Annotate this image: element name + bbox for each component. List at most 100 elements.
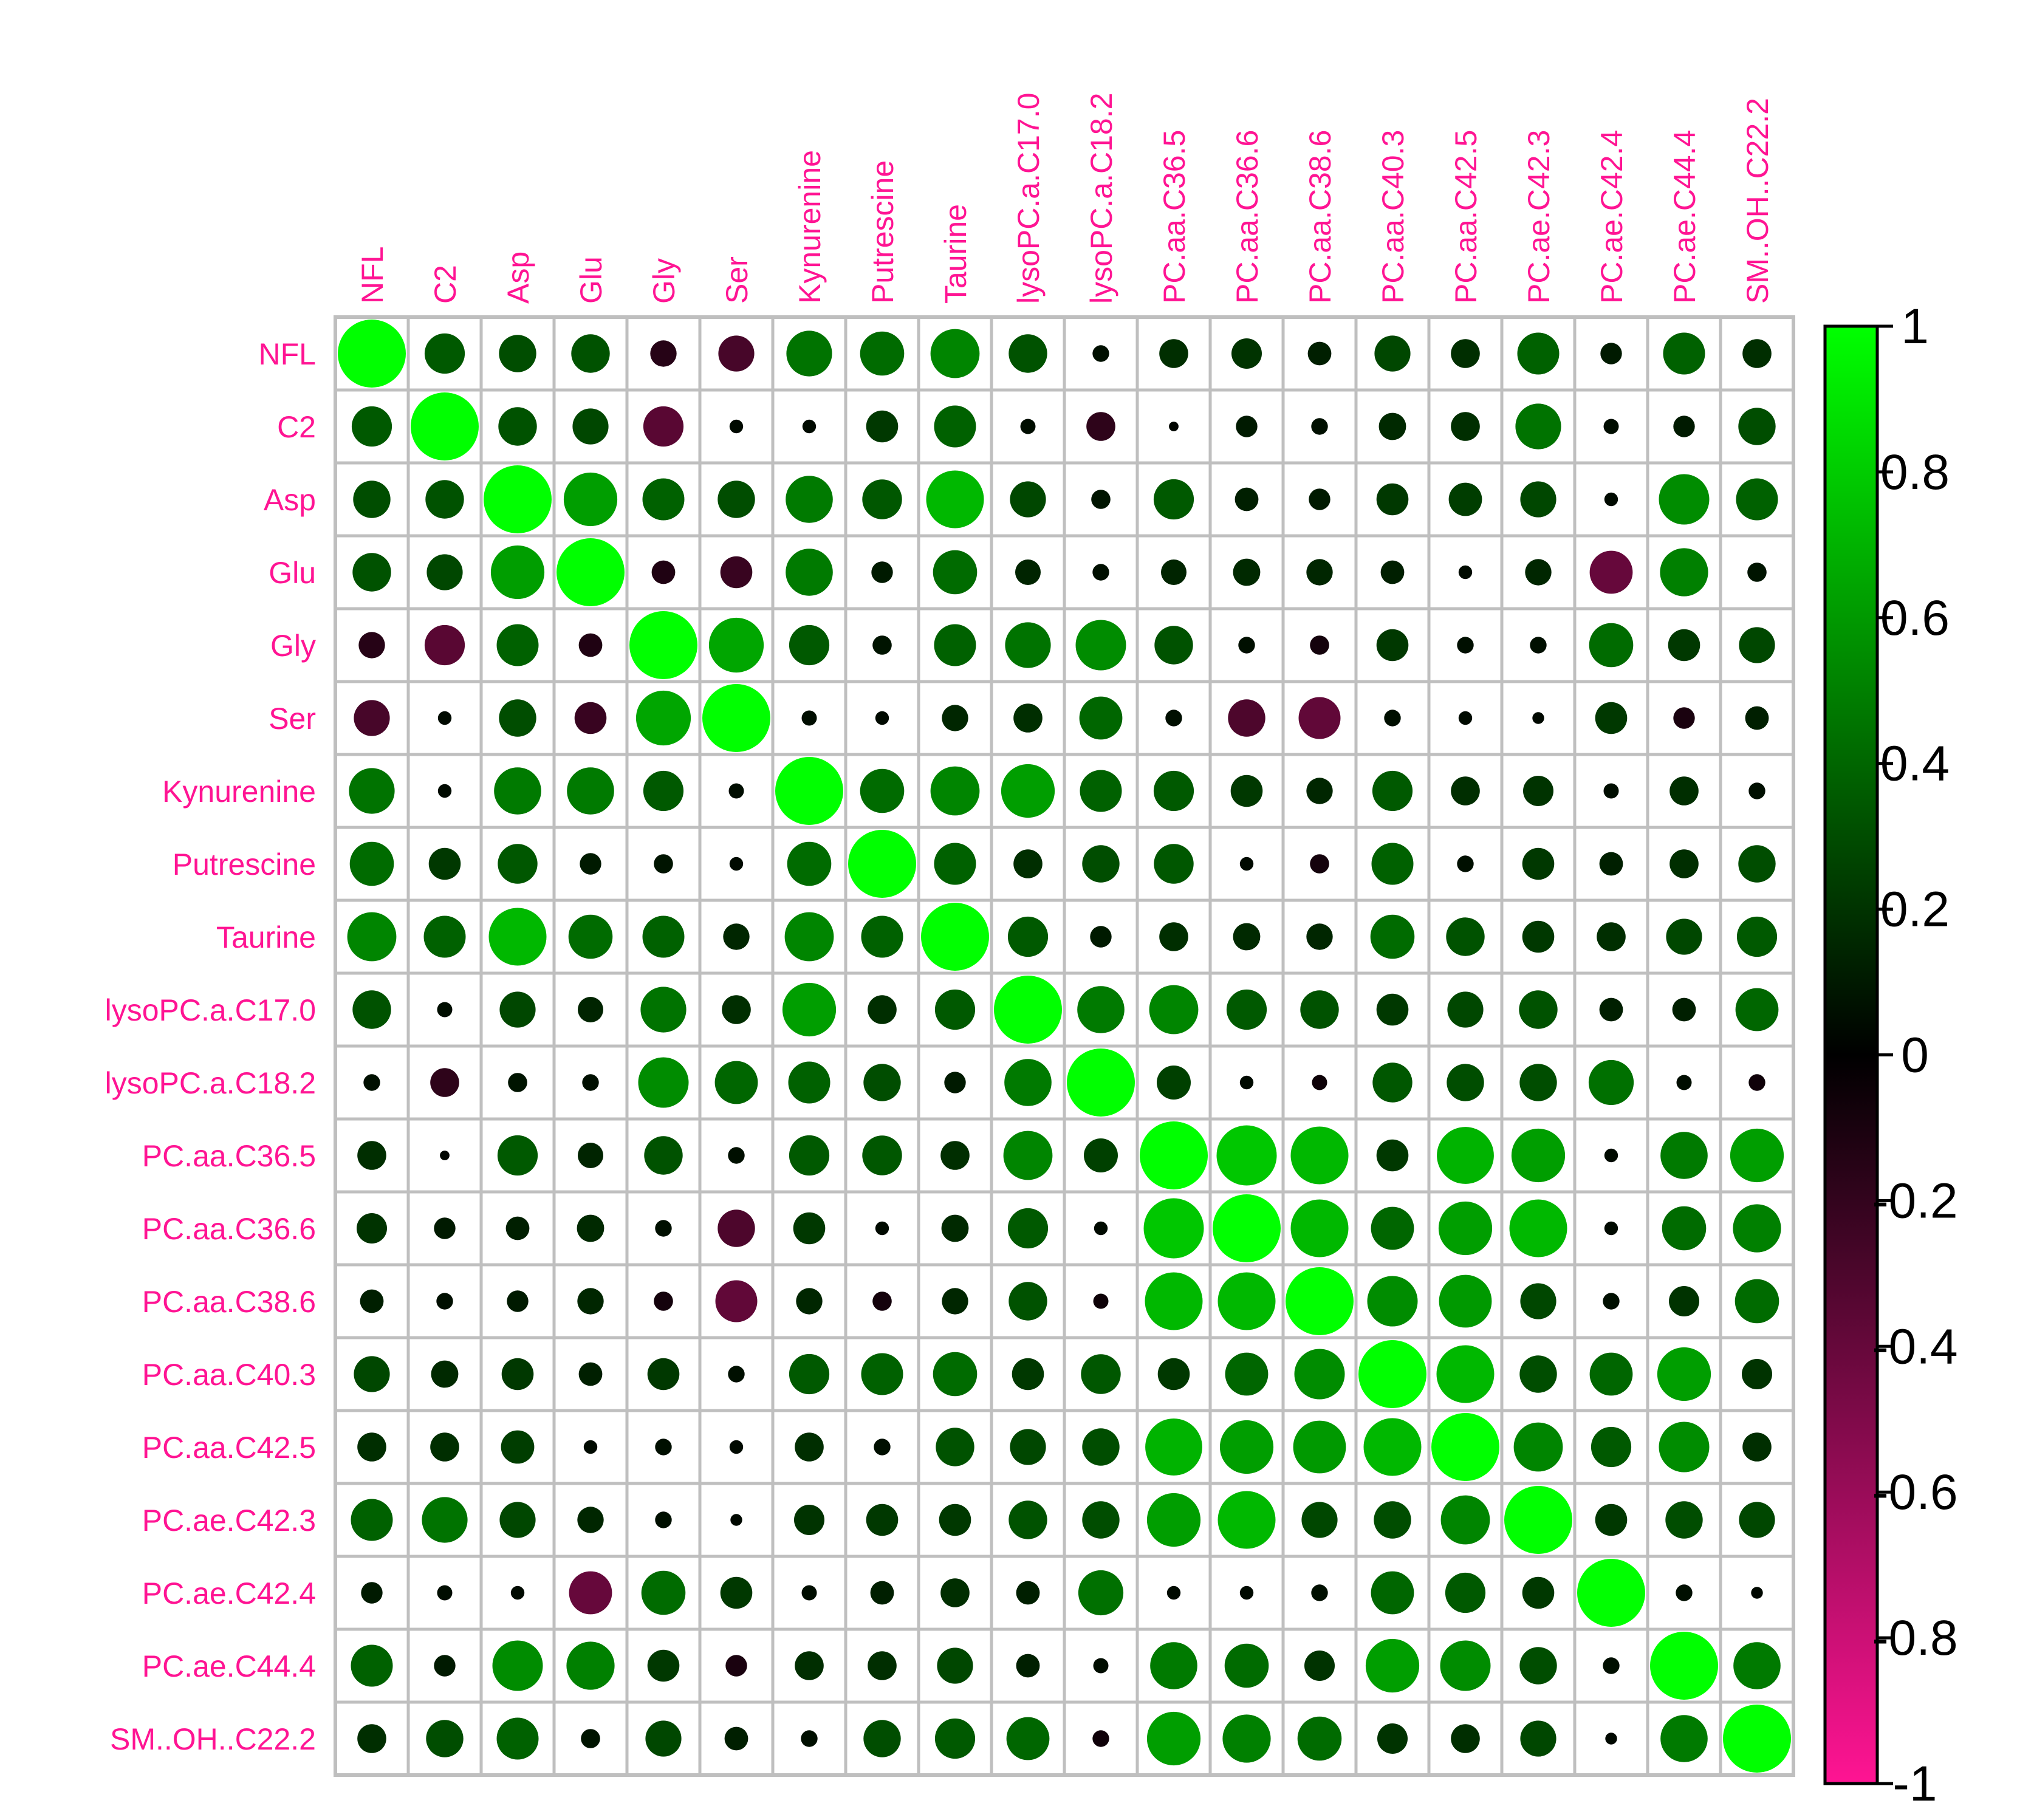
- corr-circle-Ser-Taurine: [942, 705, 968, 731]
- corr-circle-lysoPC.a.C17.0-Putrescine: [868, 995, 897, 1024]
- corr-circle-PC.aa.C36.6-Glu: [577, 1214, 604, 1242]
- corr-circle-NFL-lysoPC.a.C17.0: [1008, 334, 1047, 373]
- corr-circle-PC.ae.C44.4-PC.aa.C42.5: [1440, 1640, 1491, 1691]
- column-labels: NFL C2 Asp Glu Gly Ser Kynurenine Putrescine Tau…: [355, 93, 1775, 304]
- corr-circle-PC.aa.C42.5-SM..OH..C22.2: [1742, 1432, 1772, 1462]
- colorbar-tick-label: 0.2: [1880, 882, 1950, 937]
- corr-circle-NFL-PC.aa.C36.6: [1231, 338, 1262, 369]
- corr-circle-SM..OH..C22.2-Ser: [724, 1726, 748, 1751]
- row-label-Asp: Asp: [264, 483, 316, 517]
- col-label-C2: C2: [428, 265, 462, 304]
- corr-circle-Glu-NFL: [352, 553, 391, 592]
- corr-circle-PC.aa.C36.5-SM..OH..C22.2: [1730, 1128, 1784, 1183]
- col-label-SM..OH..C22.2: SM..OH..C22.2: [1741, 98, 1775, 304]
- corr-circle-lysoPC.a.C17.0-SM..OH..C22.2: [1735, 988, 1779, 1031]
- corr-circle-Taurine-PC.aa.C42.5: [1446, 917, 1485, 956]
- corr-circle-NFL-Taurine: [930, 329, 980, 378]
- corr-circle-PC.aa.C42.5-Asp: [501, 1430, 535, 1464]
- corr-circle-C2-Putrescine: [866, 410, 899, 443]
- corr-circle-PC.aa.C42.5-PC.aa.C38.6: [1293, 1420, 1346, 1474]
- corr-circle-PC.ae.C42.4-Asp: [510, 1586, 525, 1600]
- corr-circle-lysoPC.a.C18.2-PC.ae.C42.3: [1519, 1064, 1557, 1101]
- corr-circle-PC.ae.C42.3-lysoPC.a.C18.2: [1082, 1501, 1120, 1539]
- corr-circle-Gly-PC.aa.C40.3: [1376, 629, 1409, 662]
- corr-circle-Ser-NFL: [354, 700, 390, 736]
- corr-circle-Taurine-lysoPC.a.C17.0: [1007, 916, 1049, 957]
- corr-circle-NFL-Gly: [650, 340, 677, 367]
- corr-circle-PC.ae.C44.4-SM..OH..C22.2: [1733, 1642, 1781, 1689]
- corr-circle-lysoPC.a.C17.0-PC.aa.C38.6: [1300, 990, 1339, 1029]
- corr-circle-Glu-C2: [426, 554, 463, 590]
- corr-circle-PC.aa.C36.5-Asp: [497, 1135, 538, 1176]
- corr-circle-Asp-PC.aa.C42.5: [1448, 482, 1482, 516]
- corr-circle-Asp-lysoPC.a.C18.2: [1091, 490, 1111, 509]
- corr-circle-PC.aa.C36.6-lysoPC.a.C18.2: [1094, 1221, 1108, 1236]
- corr-circle-lysoPC.a.C18.2-C2: [430, 1068, 459, 1097]
- corr-circle-PC.ae.C42.4-Taurine: [940, 1578, 970, 1607]
- corr-circle-PC.aa.C36.5-PC.ae.C44.4: [1660, 1132, 1708, 1179]
- corr-circle-Taurine-PC.ae.C44.4: [1666, 919, 1702, 955]
- corr-circle-Kynurenine-Gly: [643, 770, 684, 812]
- corr-circle-Glu-PC.aa.C42.5: [1458, 565, 1473, 580]
- corr-circle-PC.ae.C44.4-lysoPC.a.C18.2: [1093, 1658, 1109, 1674]
- corr-circle-PC.aa.C40.3-Putrescine: [861, 1353, 903, 1395]
- corr-circle-Kynurenine-Ser: [728, 783, 744, 799]
- corr-circle-PC.aa.C42.5-Taurine: [936, 1428, 974, 1466]
- corr-circle-Putrescine-PC.ae.C42.4: [1599, 852, 1623, 876]
- corr-circle-Gly-PC.aa.C38.6: [1310, 635, 1329, 655]
- corr-circle-Kynurenine-Asp: [494, 767, 541, 815]
- corr-circle-Kynurenine-Putrescine: [860, 768, 905, 813]
- corr-circle-lysoPC.a.C18.2-Putrescine: [863, 1064, 901, 1101]
- corr-circle-PC.aa.C40.3-SM..OH..C22.2: [1742, 1359, 1772, 1389]
- corr-circle-Ser-Gly: [635, 690, 691, 746]
- corr-circle-Asp-Gly: [642, 478, 685, 521]
- corr-circle-C2-Asp: [498, 407, 537, 446]
- col-label-Kynurenine: Kynurenine: [793, 150, 827, 304]
- corr-circle-NFL-PC.aa.C36.5: [1159, 339, 1188, 368]
- corr-circle-C2-NFL: [351, 406, 392, 447]
- corr-circle-NFL-PC.ae.C44.4: [1663, 332, 1705, 375]
- corr-circle-lysoPC.a.C17.0-lysoPC.a.C18.2: [1077, 986, 1125, 1033]
- corr-circle-PC.aa.C42.5-lysoPC.a.C17.0: [1010, 1429, 1046, 1465]
- corr-circle-C2-PC.aa.C38.6: [1311, 418, 1328, 435]
- colorbar-tick-label: 0.8: [1880, 445, 1950, 500]
- corr-circle-lysoPC.a.C17.0-C2: [437, 1002, 453, 1018]
- corr-circle-lysoPC.a.C18.2-PC.aa.C36.6: [1239, 1075, 1254, 1090]
- row-label-Putrescine: Putrescine: [173, 847, 316, 881]
- corr-circle-NFL-Ser: [718, 335, 755, 372]
- corr-circle-PC.aa.C40.3-PC.aa.C42.5: [1436, 1345, 1495, 1403]
- corr-circle-PC.aa.C38.6-PC.aa.C40.3: [1367, 1276, 1418, 1327]
- corr-circle-Gly-lysoPC.a.C17.0: [1005, 622, 1051, 668]
- corr-circle-PC.aa.C36.6-PC.aa.C36.6: [1213, 1194, 1281, 1262]
- corr-circle-PC.aa.C36.6-C2: [434, 1217, 456, 1239]
- corr-circle-PC.aa.C38.6-SM..OH..C22.2: [1734, 1279, 1779, 1324]
- col-label-lysoPC.a.C18.2: lysoPC.a.C18.2: [1084, 93, 1118, 304]
- corr-circle-PC.aa.C42.5-C2: [430, 1432, 459, 1462]
- grid-cell: [1500, 534, 1577, 611]
- corr-circle-Ser-PC.aa.C36.5: [1165, 710, 1182, 727]
- corr-circle-PC.ae.C42.4-PC.ae.C44.4: [1676, 1584, 1693, 1601]
- grid-cell: [698, 1482, 775, 1558]
- corr-circle-PC.ae.C44.4-PC.aa.C40.3: [1365, 1638, 1420, 1693]
- corr-circle-Kynurenine-PC.ae.C42.3: [1523, 776, 1553, 806]
- corr-circle-PC.aa.C38.6-PC.ae.C44.4: [1669, 1286, 1699, 1316]
- corr-circle-PC.ae.C42.4-Gly: [641, 1570, 686, 1615]
- corr-circle-PC.ae.C42.4-PC.ae.C42.4: [1577, 1559, 1645, 1627]
- corr-circle-Taurine-SM..OH..C22.2: [1736, 916, 1778, 957]
- corr-circle-Ser-lysoPC.a.C18.2: [1079, 696, 1123, 740]
- corr-circle-Putrescine-lysoPC.a.C18.2: [1082, 845, 1120, 883]
- corr-circle-Kynurenine-PC.aa.C38.6: [1306, 778, 1333, 804]
- col-label-lysoPC.a.C17.0: lysoPC.a.C17.0: [1012, 93, 1046, 304]
- corr-circle-SM..OH..C22.2-Asp: [496, 1717, 539, 1760]
- corr-circle-Kynurenine-Taurine: [930, 766, 980, 816]
- corr-circle-PC.aa.C36.6-PC.ae.C44.4: [1662, 1206, 1707, 1251]
- corr-circle-NFL-Asp: [499, 335, 536, 372]
- corr-circle-PC.ae.C42.3-PC.aa.C36.5: [1146, 1493, 1201, 1547]
- corr-circle-SM..OH..C22.2-PC.aa.C36.6: [1222, 1714, 1271, 1763]
- grid-cell: [1573, 1190, 1649, 1267]
- row-label-PC.aa.C38.6: PC.aa.C38.6: [142, 1285, 316, 1319]
- corr-circle-Ser-lysoPC.a.C17.0: [1013, 703, 1043, 733]
- row-label-Taurine: Taurine: [216, 920, 316, 954]
- corr-circle-Taurine-PC.ae.C42.4: [1597, 922, 1626, 951]
